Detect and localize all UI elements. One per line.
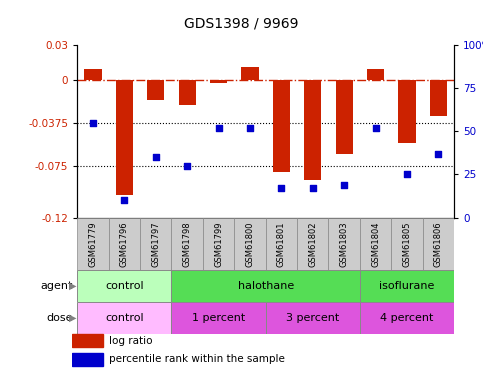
Bar bbox=[179, 80, 196, 105]
Text: ▶: ▶ bbox=[69, 313, 76, 323]
Point bbox=[152, 154, 160, 160]
Bar bbox=[304, 80, 321, 180]
Bar bbox=[430, 80, 447, 116]
Text: control: control bbox=[105, 313, 143, 323]
Text: GSM61803: GSM61803 bbox=[340, 221, 349, 267]
Bar bbox=[203, 217, 234, 270]
Text: GSM61804: GSM61804 bbox=[371, 221, 380, 267]
Text: agent: agent bbox=[40, 281, 72, 291]
Bar bbox=[77, 217, 109, 270]
Text: GSM61805: GSM61805 bbox=[402, 221, 412, 267]
Text: percentile rank within the sample: percentile rank within the sample bbox=[109, 354, 284, 364]
Bar bbox=[85, 69, 101, 80]
Text: log ratio: log ratio bbox=[109, 336, 152, 345]
Bar bbox=[391, 217, 423, 270]
Bar bbox=[77, 302, 171, 334]
Bar bbox=[72, 334, 103, 347]
Bar bbox=[360, 302, 454, 334]
Text: GSM61798: GSM61798 bbox=[183, 221, 192, 267]
Bar bbox=[360, 270, 454, 302]
Bar bbox=[360, 217, 391, 270]
Text: GSM61796: GSM61796 bbox=[120, 221, 129, 267]
Bar bbox=[171, 302, 266, 334]
Bar bbox=[398, 80, 415, 143]
Bar bbox=[336, 80, 353, 154]
Point bbox=[278, 185, 285, 191]
Bar bbox=[109, 217, 140, 270]
Text: GSM61799: GSM61799 bbox=[214, 221, 223, 267]
Bar bbox=[72, 352, 103, 366]
Text: dose: dose bbox=[46, 313, 72, 323]
Point bbox=[215, 125, 223, 131]
Point bbox=[246, 125, 254, 131]
Point bbox=[309, 185, 317, 191]
Bar bbox=[140, 217, 171, 270]
Text: GSM61779: GSM61779 bbox=[88, 221, 98, 267]
Bar bbox=[273, 80, 290, 171]
Text: GSM61797: GSM61797 bbox=[151, 221, 160, 267]
Bar bbox=[171, 217, 203, 270]
Text: GDS1398 / 9969: GDS1398 / 9969 bbox=[184, 17, 299, 31]
Bar bbox=[423, 217, 454, 270]
Text: 1 percent: 1 percent bbox=[192, 313, 245, 323]
Text: 4 percent: 4 percent bbox=[380, 313, 434, 323]
Bar bbox=[266, 302, 360, 334]
Bar bbox=[210, 80, 227, 83]
Point bbox=[89, 120, 97, 126]
Bar bbox=[116, 80, 133, 195]
Bar bbox=[234, 217, 266, 270]
Bar bbox=[266, 217, 297, 270]
Bar bbox=[147, 80, 164, 100]
Bar bbox=[328, 217, 360, 270]
Bar bbox=[367, 69, 384, 80]
Point bbox=[340, 182, 348, 188]
Text: control: control bbox=[105, 281, 143, 291]
Point bbox=[403, 171, 411, 177]
Text: GSM61801: GSM61801 bbox=[277, 221, 286, 267]
Text: 3 percent: 3 percent bbox=[286, 313, 340, 323]
Bar bbox=[171, 270, 360, 302]
Point bbox=[435, 151, 442, 157]
Text: ▶: ▶ bbox=[69, 281, 76, 291]
Point bbox=[184, 163, 191, 169]
Text: isoflurane: isoflurane bbox=[379, 281, 435, 291]
Bar bbox=[77, 270, 171, 302]
Text: GSM61800: GSM61800 bbox=[245, 221, 255, 267]
Text: GSM61806: GSM61806 bbox=[434, 221, 443, 267]
Point bbox=[372, 125, 380, 131]
Point bbox=[121, 197, 128, 203]
Text: GSM61802: GSM61802 bbox=[308, 221, 317, 267]
Text: halothane: halothane bbox=[238, 281, 294, 291]
Bar bbox=[242, 67, 258, 80]
Bar bbox=[297, 217, 328, 270]
